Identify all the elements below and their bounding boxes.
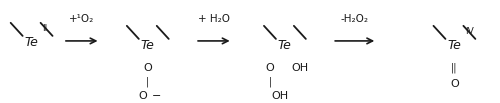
Text: O: O (144, 63, 152, 73)
Text: |: | (268, 77, 272, 87)
Text: O: O (138, 91, 147, 101)
Text: O: O (266, 63, 274, 73)
Text: Te: Te (278, 39, 292, 52)
Text: + H₂O: + H₂O (198, 14, 230, 24)
Text: II: II (42, 24, 48, 33)
Text: -H₂O₂: -H₂O₂ (340, 14, 368, 24)
Text: −: − (152, 91, 162, 101)
Text: O: O (450, 79, 459, 89)
Text: +¹O₂: +¹O₂ (70, 14, 94, 24)
Text: Te: Te (24, 36, 38, 49)
Text: Te: Te (448, 39, 462, 52)
Text: OH: OH (292, 63, 308, 73)
Text: IV: IV (466, 27, 474, 36)
Text: ||: || (451, 63, 458, 73)
Text: Te: Te (141, 39, 154, 52)
Text: |: | (146, 77, 150, 87)
Text: OH: OH (272, 91, 288, 101)
